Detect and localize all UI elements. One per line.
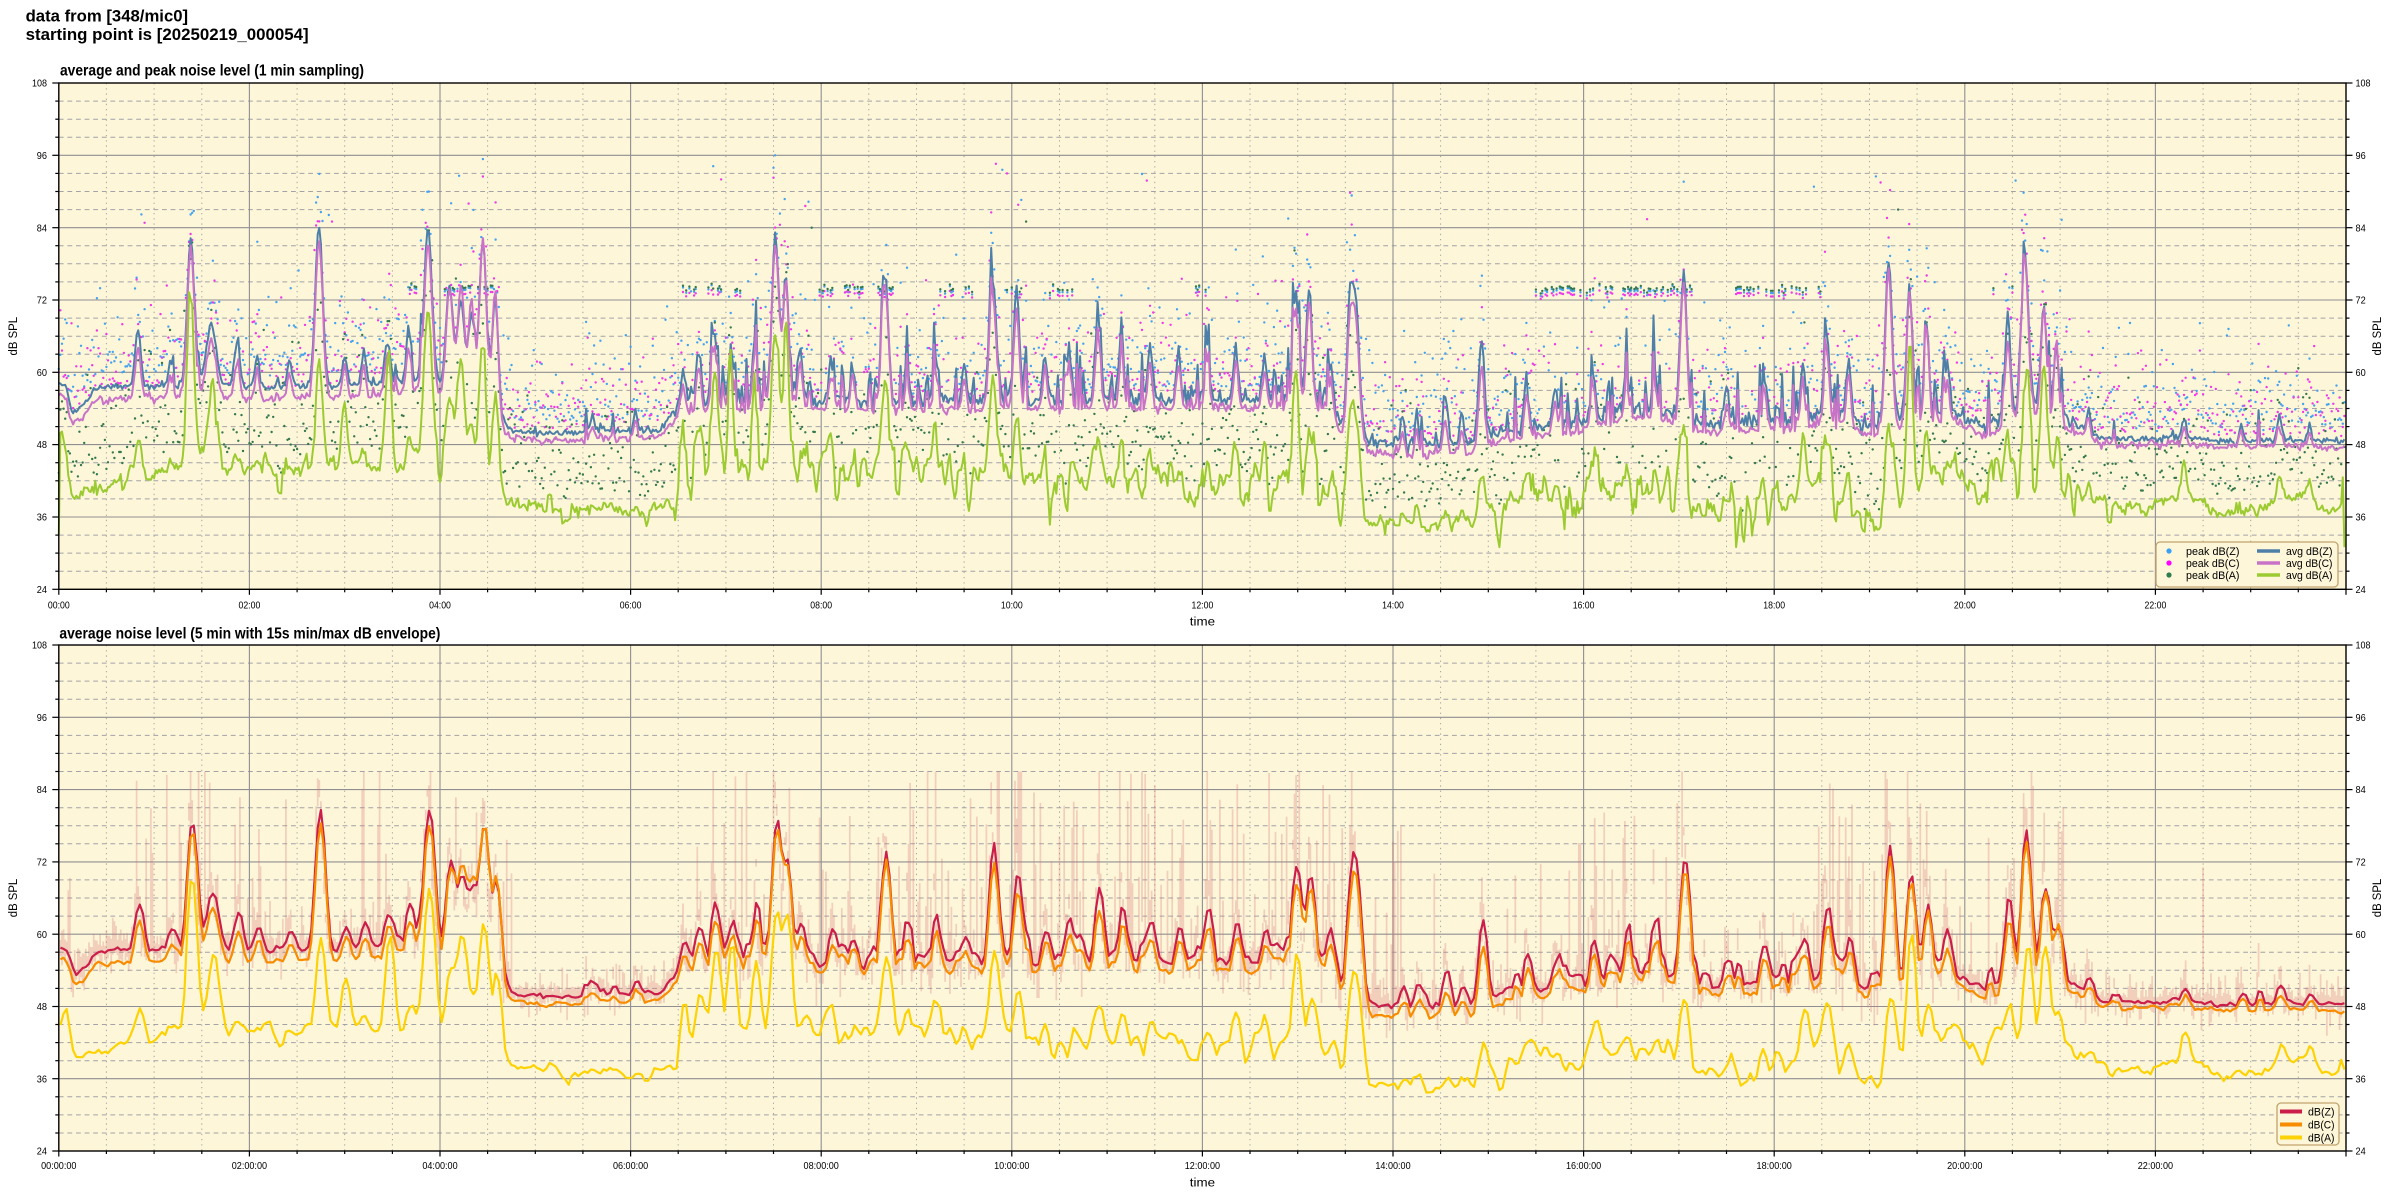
svg-text:24: 24 bbox=[37, 1147, 48, 1158]
svg-text:22:00:00: 22:00:00 bbox=[2138, 1161, 2174, 1172]
svg-text:10:00:00: 10:00:00 bbox=[994, 1161, 1030, 1172]
svg-text:dB(A): dB(A) bbox=[2308, 1132, 2335, 1144]
svg-text:00:00:00: 00:00:00 bbox=[41, 1161, 77, 1172]
svg-text:16:00: 16:00 bbox=[1573, 600, 1595, 611]
svg-text:12:00: 12:00 bbox=[1192, 600, 1214, 611]
svg-text:108: 108 bbox=[32, 79, 47, 90]
svg-text:60: 60 bbox=[37, 930, 48, 941]
svg-text:108: 108 bbox=[2356, 641, 2371, 652]
svg-text:24: 24 bbox=[37, 585, 48, 596]
svg-text:peak dB(C): peak dB(C) bbox=[2186, 558, 2240, 570]
svg-text:dB(Z): dB(Z) bbox=[2308, 1106, 2335, 1118]
svg-text:10:00: 10:00 bbox=[1001, 600, 1023, 611]
svg-text:08:00: 08:00 bbox=[810, 600, 832, 611]
svg-text:06:00:00: 06:00:00 bbox=[613, 1161, 649, 1172]
svg-text:dB SPL: dB SPL bbox=[2372, 316, 2384, 355]
svg-text:84: 84 bbox=[2356, 785, 2367, 796]
svg-text:peak dB(A): peak dB(A) bbox=[2186, 570, 2240, 582]
svg-text:dB SPL: dB SPL bbox=[2372, 878, 2384, 917]
svg-text:36: 36 bbox=[2356, 513, 2367, 524]
svg-text:avg dB(Z): avg dB(Z) bbox=[2286, 546, 2333, 558]
svg-text:06:00: 06:00 bbox=[620, 600, 642, 611]
svg-text:peak dB(Z): peak dB(Z) bbox=[2186, 546, 2240, 558]
svg-text:24: 24 bbox=[2356, 1147, 2367, 1158]
svg-text:36: 36 bbox=[2356, 1074, 2367, 1085]
svg-text:96: 96 bbox=[2356, 151, 2367, 162]
svg-text:16:00:00: 16:00:00 bbox=[1566, 1161, 1602, 1172]
svg-text:avg dB(C): avg dB(C) bbox=[2286, 558, 2333, 570]
svg-text:60: 60 bbox=[2356, 930, 2367, 941]
svg-text:time: time bbox=[1190, 1178, 1215, 1190]
svg-text:22:00: 22:00 bbox=[2145, 600, 2167, 611]
svg-text:14:00:00: 14:00:00 bbox=[1375, 1161, 1411, 1172]
svg-text:48: 48 bbox=[2356, 1002, 2367, 1013]
svg-text:96: 96 bbox=[37, 151, 48, 162]
svg-text:48: 48 bbox=[2356, 440, 2367, 451]
svg-text:108: 108 bbox=[32, 641, 47, 652]
svg-text:avg dB(A): avg dB(A) bbox=[2286, 570, 2333, 582]
svg-text:02:00: 02:00 bbox=[239, 600, 261, 611]
svg-text:starting point is [20250219_00: starting point is [20250219_000054] bbox=[26, 25, 309, 44]
svg-text:48: 48 bbox=[37, 1002, 48, 1013]
svg-text:84: 84 bbox=[2356, 223, 2367, 234]
svg-text:20:00: 20:00 bbox=[1954, 600, 1976, 611]
svg-text:72: 72 bbox=[2356, 858, 2367, 869]
svg-text:14:00: 14:00 bbox=[1382, 600, 1404, 611]
svg-text:72: 72 bbox=[37, 296, 48, 307]
svg-text:60: 60 bbox=[2356, 368, 2367, 379]
svg-text:dB SPL: dB SPL bbox=[8, 878, 20, 917]
svg-text:average and peak noise level (: average and peak noise level (1 min samp… bbox=[60, 63, 364, 80]
svg-text:72: 72 bbox=[37, 858, 48, 869]
svg-text:36: 36 bbox=[37, 513, 48, 524]
svg-text:20:00:00: 20:00:00 bbox=[1947, 1161, 1983, 1172]
svg-text:60: 60 bbox=[37, 368, 48, 379]
svg-text:08:00:00: 08:00:00 bbox=[804, 1161, 840, 1172]
svg-text:18:00: 18:00 bbox=[1763, 600, 1785, 611]
svg-text:84: 84 bbox=[37, 785, 48, 796]
svg-text:96: 96 bbox=[2356, 713, 2367, 724]
svg-text:dB SPL: dB SPL bbox=[8, 316, 20, 355]
svg-text:04:00:00: 04:00:00 bbox=[422, 1161, 458, 1172]
svg-text:04:00: 04:00 bbox=[429, 600, 451, 611]
svg-text:96: 96 bbox=[37, 713, 48, 724]
svg-text:48: 48 bbox=[37, 440, 48, 451]
svg-text:time: time bbox=[1190, 616, 1215, 628]
svg-text:average noise level (5 min wit: average noise level (5 min with 15s min/… bbox=[59, 625, 440, 642]
svg-text:108: 108 bbox=[2356, 79, 2371, 90]
svg-text:00:00: 00:00 bbox=[48, 600, 70, 611]
svg-text:12:00:00: 12:00:00 bbox=[1185, 1161, 1221, 1172]
svg-text:dB(C): dB(C) bbox=[2308, 1119, 2335, 1131]
svg-text:02:00:00: 02:00:00 bbox=[232, 1161, 268, 1172]
svg-text:72: 72 bbox=[2356, 296, 2367, 307]
svg-text:18:00:00: 18:00:00 bbox=[1757, 1161, 1793, 1172]
svg-text:36: 36 bbox=[37, 1074, 48, 1085]
svg-text:24: 24 bbox=[2356, 585, 2367, 596]
svg-text:data from [348/mic0]: data from [348/mic0] bbox=[26, 7, 189, 26]
svg-text:84: 84 bbox=[37, 223, 48, 234]
